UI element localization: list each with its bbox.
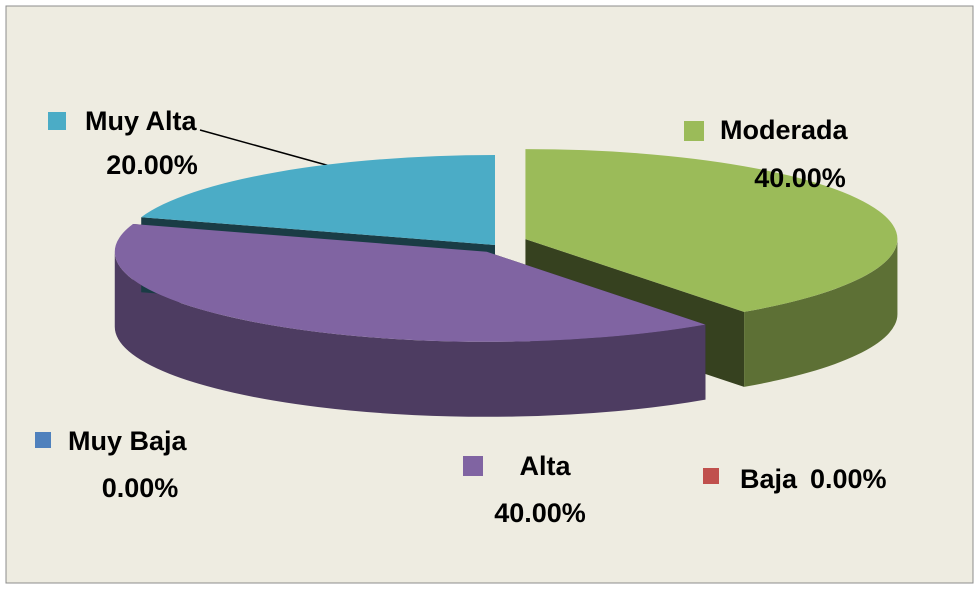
legend-swatch (703, 468, 719, 484)
slice (141, 155, 495, 245)
data-label-name: Alta (519, 451, 571, 481)
slice (525, 149, 898, 312)
data-label-value: 40.00% (494, 498, 586, 528)
data-label-name: Muy Baja (68, 426, 188, 456)
legend-swatch (35, 432, 51, 448)
leader-line (199, 129, 331, 167)
data-label-name: Moderada (720, 115, 849, 145)
data-label-value: 0.00% (102, 473, 179, 503)
legend-swatch (684, 121, 704, 141)
slice (114, 223, 706, 342)
data-label-name: Muy Alta (85, 106, 197, 136)
data-label-value: 20.00% (106, 150, 198, 180)
data-label-value: 0.00% (810, 464, 887, 494)
data-label-value: 40.00% (754, 163, 846, 193)
slice-side (744, 239, 898, 387)
slice-side (114, 251, 706, 417)
legend-swatch (463, 456, 483, 476)
legend-swatch (48, 112, 66, 130)
data-label-name: Baja (740, 464, 798, 494)
